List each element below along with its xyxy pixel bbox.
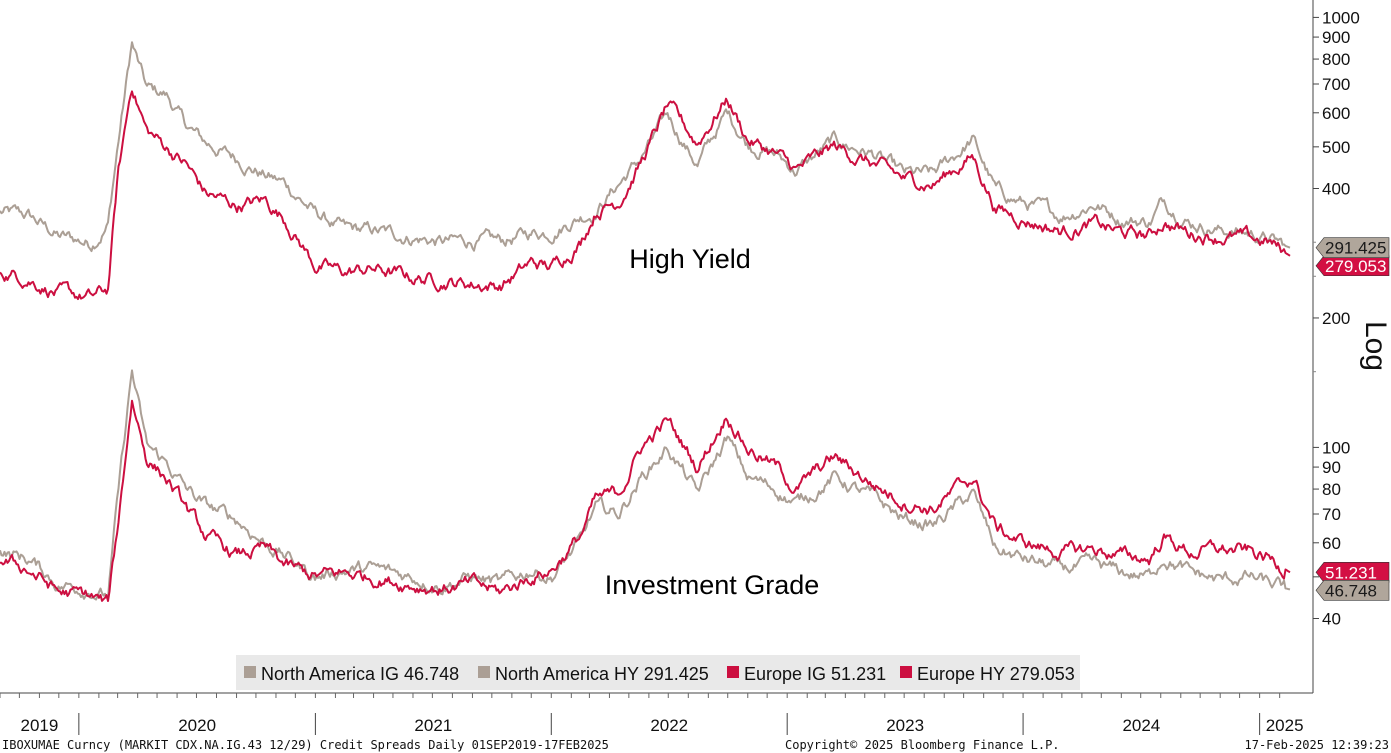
- y-tick-label: 600: [1322, 104, 1350, 123]
- year-label: 2022: [650, 716, 688, 735]
- investment-grade-annotation: Investment Grade: [605, 570, 820, 600]
- high-yield-annotation: High Yield: [629, 244, 751, 274]
- y-tick-label: 70: [1322, 505, 1341, 524]
- legend-item: Europe IG 51.231: [727, 664, 886, 684]
- series-line-north-america-ig: [0, 369, 1291, 601]
- y-tick-label: 1000: [1322, 8, 1360, 27]
- legend-swatch: [727, 666, 739, 678]
- y-tick-label: 80: [1322, 480, 1341, 499]
- series-layer: [0, 41, 1291, 602]
- last-value-text: 46.748: [1325, 581, 1377, 600]
- legend-label: Europe IG 51.231: [744, 664, 886, 684]
- legend-label: North America IG 46.748: [261, 664, 459, 684]
- y-tick-label: 500: [1322, 138, 1350, 157]
- legend-label: Europe HY 279.053: [917, 664, 1075, 684]
- x-axis: 2019 2020 2021 2022 2023 2024 2025: [0, 693, 1304, 735]
- legend-item: North America IG 46.748: [244, 664, 459, 684]
- footer-copyright: Copyright© 2025 Bloomberg Finance L.P.: [785, 738, 1060, 752]
- y-tick-label: 90: [1322, 458, 1341, 477]
- last-value-text: 291.425: [1325, 239, 1386, 258]
- year-label: 2025: [1266, 716, 1304, 735]
- series-line-north-america-hy: [0, 41, 1291, 253]
- y-tick-label: 60: [1322, 534, 1341, 553]
- year-label: 2019: [21, 716, 59, 735]
- legend-swatch: [478, 666, 490, 678]
- legend-background: [236, 655, 1080, 690]
- y-tick-label: 200: [1322, 309, 1350, 328]
- y-tick-label: 100: [1322, 438, 1350, 457]
- year-label: 2021: [414, 716, 452, 735]
- last-value-tag-europe-ig: 51.231: [1315, 562, 1390, 583]
- log-scale-label: Log: [1359, 321, 1391, 371]
- y-tick-label: 800: [1322, 50, 1350, 69]
- legend-item: North America HY 291.425: [478, 664, 709, 684]
- last-value-text: 51.231: [1325, 563, 1377, 582]
- y-tick-label: 700: [1322, 75, 1350, 94]
- last-value-tag-north-america-ig: 46.748: [1315, 580, 1390, 601]
- legend-item: Europe HY 279.053: [900, 664, 1075, 684]
- last-value-tag-europe-hy: 279.053: [1315, 255, 1390, 277]
- last-value-tag-north-america-hy: 291.425: [1315, 237, 1390, 258]
- legend: North America IG 46.748 North America HY …: [236, 655, 1080, 690]
- series-line-europe-ig: [0, 399, 1291, 602]
- last-value-text: 279.053: [1325, 257, 1386, 276]
- footer-timestamp: 17-Feb-2025 12:39:23: [1245, 738, 1390, 752]
- year-label: 2024: [1122, 716, 1160, 735]
- footer-source: IBOXUMAE Curncy (MARKIT CDX.NA.IG.43 12/…: [2, 738, 609, 752]
- legend-swatch: [900, 666, 912, 678]
- legend-swatch: [244, 666, 256, 678]
- year-label: 2020: [178, 716, 216, 735]
- series-line-europe-hy: [0, 90, 1291, 301]
- y-tick-label: 400: [1322, 180, 1350, 199]
- year-label: 2023: [886, 716, 924, 735]
- y-tick-label: 900: [1322, 28, 1350, 47]
- y-tick-label: 40: [1322, 610, 1341, 629]
- legend-label: North America HY 291.425: [495, 664, 709, 684]
